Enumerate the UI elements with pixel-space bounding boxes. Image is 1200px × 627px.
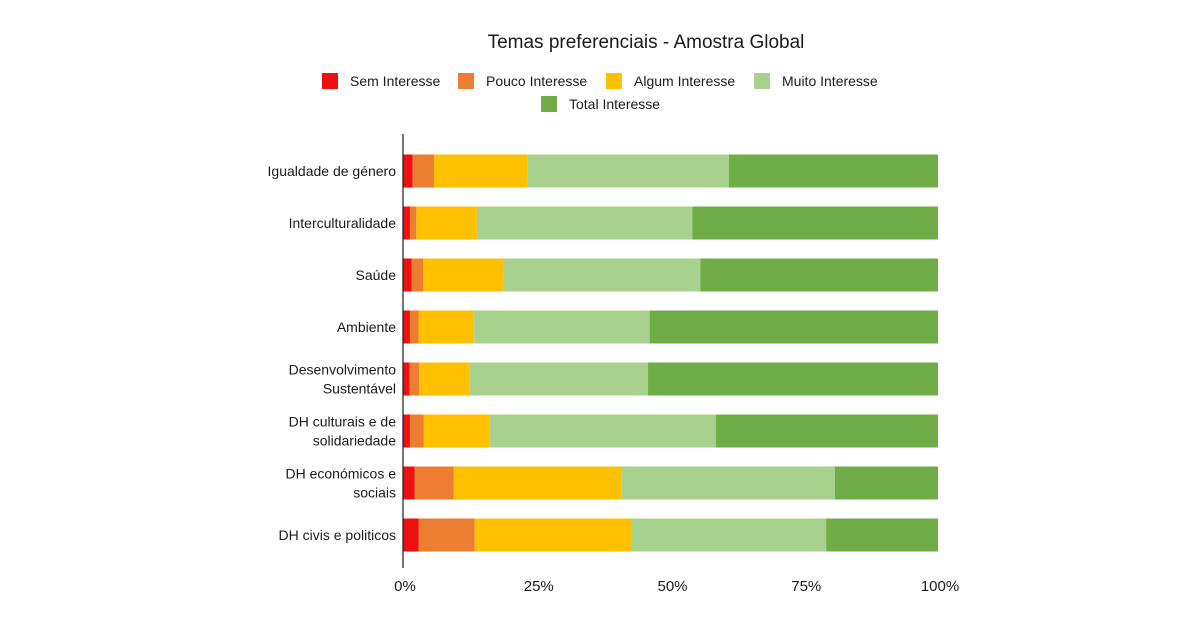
bar-dh-culturais-e-de-solidariedade-algum-interesse — [423, 414, 490, 448]
bar-dh-civis-e-politicos-total-interesse — [826, 518, 938, 552]
bar-desenvolvimento-sustentavel-sem-interesse — [403, 362, 410, 396]
legend-label-sem-interesse: Sem Interesse — [350, 73, 440, 89]
bar-saude-total-interesse — [700, 258, 938, 292]
bar-dh-civis-e-politicos-algum-interesse — [474, 518, 632, 552]
legend-label-pouco-interesse: Pouco Interesse — [486, 73, 587, 89]
category-labels: Igualdade de género Interculturalidade Saú… — [268, 163, 397, 543]
bar-dh-culturais-e-de-solidariedade-sem-interesse — [403, 414, 410, 448]
bar-dh-economicos-e-sociais-total-interesse — [834, 466, 938, 500]
bar-ambiente-pouco-interesse — [409, 310, 419, 344]
bar-ambiente-total-interesse — [649, 310, 938, 344]
bar-dh-civis-e-politicos-muito-interesse — [631, 518, 827, 552]
bar-dh-civis-e-politicos-pouco-interesse — [418, 518, 475, 552]
bar-interculturalidade-algum-interesse — [416, 206, 477, 240]
bar-dh-economicos-e-sociais-algum-interesse — [453, 466, 622, 500]
bar-dh-culturais-e-de-solidariedade-total-interesse — [715, 414, 938, 448]
bar-desenvolvimento-sustentavel-total-interesse — [648, 362, 938, 396]
bar-interculturalidade-sem-interesse — [403, 206, 410, 240]
bar-igualdade-de-genero-pouco-interesse — [412, 154, 435, 188]
x-axis-tick-labels: 0% 25% 50% 75% 100% — [394, 578, 959, 595]
x-tick-label-3: 75% — [791, 578, 821, 595]
bar-desenvolvimento-sustentavel-algum-interesse — [419, 362, 470, 396]
legend-label-muito-interesse: Muito Interesse — [782, 73, 878, 89]
bar-dh-economicos-e-sociais-muito-interesse — [621, 466, 835, 500]
category-label-dh-culturais-e-de-solidariedade: DH culturais e de solidariedade — [289, 414, 397, 449]
legend: Sem Interesse Pouco Interesse Algum Intere… — [322, 73, 878, 112]
legend-swatch-total-interesse — [541, 96, 557, 112]
bar-dh-economicos-e-sociais-pouco-interesse — [414, 466, 454, 500]
legend-swatch-sem-interesse — [322, 73, 338, 89]
bar-igualdade-de-genero-sem-interesse — [403, 154, 413, 188]
bar-igualdade-de-genero-total-interesse — [728, 154, 938, 188]
bar-dh-civis-e-politicos-sem-interesse — [403, 518, 419, 552]
bar-dh-economicos-e-sociais-sem-interesse — [403, 466, 415, 500]
bar-igualdade-de-genero-algum-interesse — [434, 154, 528, 188]
bar-saude-muito-interesse — [503, 258, 701, 292]
category-label-dh-economicos-e-sociais: DH económicos e sociais — [286, 466, 397, 501]
bar-interculturalidade-total-interesse — [692, 206, 938, 240]
category-label-interculturalidade: Interculturalidade — [289, 215, 397, 231]
legend-label-total-interesse: Total Interesse — [569, 96, 660, 112]
category-label-saude: Saúde — [356, 267, 397, 283]
legend-swatch-algum-interesse — [606, 73, 622, 89]
legend-label-algum-interesse: Algum Interesse — [634, 73, 735, 89]
bar-interculturalidade-muito-interesse — [476, 206, 693, 240]
x-tick-label-2: 50% — [657, 578, 687, 595]
x-tick-label-4: 100% — [921, 578, 959, 595]
bar-saude-sem-interesse — [403, 258, 412, 292]
bar-ambiente-muito-interesse — [474, 310, 650, 344]
bar-ambiente-algum-interesse — [418, 310, 475, 344]
bar-dh-culturais-e-de-solidariedade-pouco-interesse — [409, 414, 424, 448]
category-label-dh-civis-e-politicos: DH civis e politicos — [279, 527, 396, 543]
bar-desenvolvimento-sustentavel-pouco-interesse — [409, 362, 420, 396]
x-tick-label-0: 0% — [394, 578, 416, 595]
chart-title: Temas preferenciais - Amostra Global — [488, 32, 805, 53]
bar-dh-culturais-e-de-solidariedade-muito-interesse — [489, 414, 716, 448]
x-tick-label-1: 25% — [524, 578, 554, 595]
category-label-igualdade-de-genero: Igualdade de género — [268, 163, 397, 179]
bar-saude-algum-interesse — [423, 258, 504, 292]
legend-swatch-pouco-interesse — [458, 73, 474, 89]
bar-igualdade-de-genero-muito-interesse — [527, 154, 729, 188]
bars — [403, 154, 938, 552]
bar-saude-pouco-interesse — [411, 258, 424, 292]
category-label-desenvolvimento-sustentavel: Desenvolvimento Sustentável — [289, 362, 397, 397]
bar-ambiente-sem-interesse — [403, 310, 410, 344]
legend-swatch-muito-interesse — [754, 73, 770, 89]
bar-desenvolvimento-sustentavel-muito-interesse — [469, 362, 649, 396]
category-label-ambiente: Ambiente — [337, 319, 396, 335]
bar-interculturalidade-pouco-interesse — [409, 206, 417, 240]
